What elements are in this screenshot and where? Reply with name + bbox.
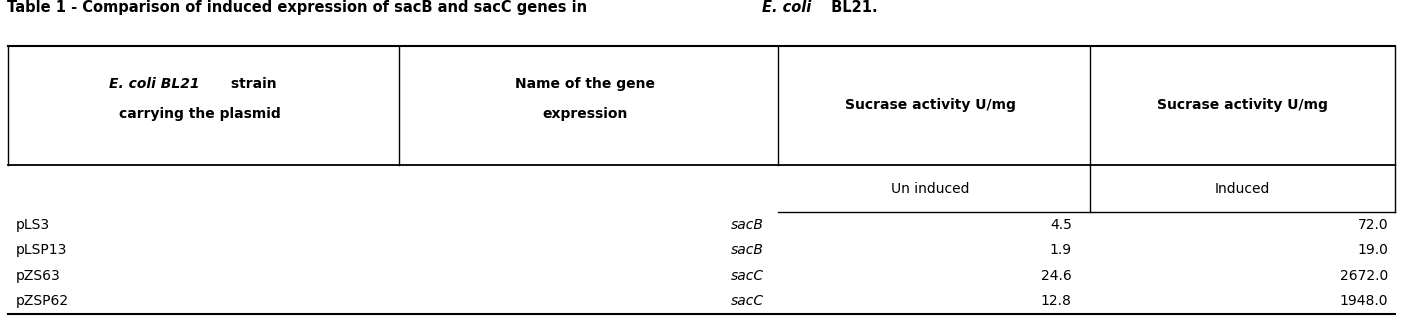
Text: strain: strain: [226, 77, 276, 91]
Text: Un induced: Un induced: [891, 182, 969, 196]
Text: 2672.0: 2672.0: [1341, 269, 1388, 283]
Text: sacB: sacB: [731, 243, 764, 257]
Text: sacC: sacC: [730, 294, 764, 308]
Text: 72.0: 72.0: [1358, 218, 1388, 232]
Text: pZS63: pZS63: [15, 269, 60, 283]
Text: 1948.0: 1948.0: [1339, 294, 1388, 308]
Text: Name of the gene: Name of the gene: [516, 77, 654, 91]
Text: 12.8: 12.8: [1041, 294, 1072, 308]
Text: pLS3: pLS3: [15, 218, 49, 232]
Text: sacC: sacC: [730, 269, 764, 283]
Text: Sucrase activity U/mg: Sucrase activity U/mg: [845, 98, 1016, 113]
Text: 24.6: 24.6: [1041, 269, 1072, 283]
Text: E. coli: E. coli: [762, 0, 811, 15]
Text: Sucrase activity U/mg: Sucrase activity U/mg: [1157, 98, 1328, 113]
Text: pLSP13: pLSP13: [15, 243, 67, 257]
Text: sacB: sacB: [731, 218, 764, 232]
Text: Table 1 - Comparison of induced expression of sacB and sacC genes in: Table 1 - Comparison of induced expressi…: [7, 0, 593, 15]
Text: E. coli BL21: E. coli BL21: [109, 77, 200, 91]
Text: 4.5: 4.5: [1049, 218, 1072, 232]
Text: BL21.: BL21.: [825, 0, 877, 15]
Text: 1.9: 1.9: [1049, 243, 1072, 257]
Text: expression: expression: [542, 107, 628, 121]
Text: Induced: Induced: [1215, 182, 1271, 196]
Text: 19.0: 19.0: [1358, 243, 1388, 257]
Text: pZSP62: pZSP62: [15, 294, 69, 308]
Text: carrying the plasmid: carrying the plasmid: [119, 107, 282, 121]
